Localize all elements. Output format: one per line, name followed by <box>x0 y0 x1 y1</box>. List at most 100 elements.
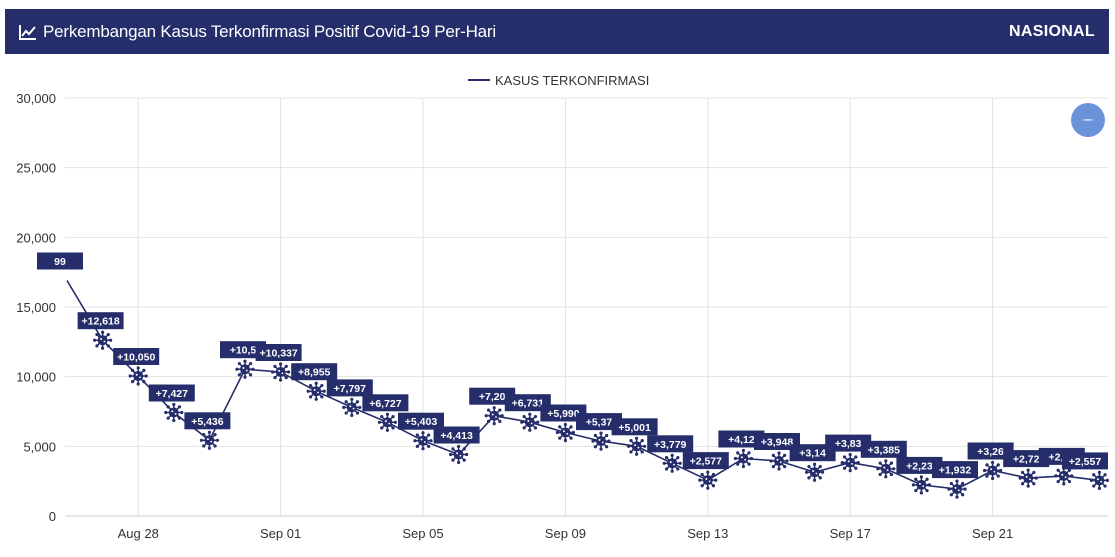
data-label-text: +6,727 <box>369 398 402 410</box>
virus-icon[interactable] <box>235 359 255 379</box>
virus-icon[interactable] <box>484 406 504 426</box>
virus-icon[interactable] <box>128 366 148 386</box>
line-chart-icon <box>19 24 36 40</box>
data-label: +7,427 <box>148 384 195 402</box>
data-label: +5,37 <box>576 413 622 431</box>
virus-icon[interactable] <box>271 362 291 382</box>
data-label-box <box>576 413 622 431</box>
y-tick-label: 30,000 <box>16 91 56 106</box>
chart-header-left: Perkembangan Kasus Terkonfirmasi Positif… <box>19 22 496 42</box>
data-label-box <box>1003 450 1050 468</box>
data-label: +6,727 <box>362 394 409 412</box>
x-axis: Aug 28 Sep 01 Sep 05 Sep 09 Sep 13 Sep 17 Sep … <box>65 515 1108 541</box>
data-label-text: +5,37 <box>586 417 613 429</box>
data-label-text: +2,72 <box>1013 454 1040 466</box>
data-label-text: +2,23 <box>906 460 933 472</box>
data-label: +3,779 <box>647 435 694 453</box>
virus-icon[interactable] <box>1089 470 1109 490</box>
virus-icon[interactable] <box>698 470 718 490</box>
data-label-box <box>433 426 480 444</box>
data-label-text: +12,618 <box>81 316 119 328</box>
data-label-text: +7,427 <box>156 388 189 400</box>
virus-icon[interactable] <box>164 402 184 423</box>
virus-icon[interactable] <box>591 431 611 451</box>
data-label: +5,403 <box>398 412 444 430</box>
data-label-box <box>932 461 978 479</box>
grid-lines <box>65 97 1108 517</box>
data-label-text: +3,26 <box>977 446 1004 458</box>
data-label-text: +2,557 <box>1069 456 1102 468</box>
data-label-text: +8,955 <box>298 367 331 379</box>
data-label: +7,797 <box>326 379 373 397</box>
data-label-box <box>220 341 266 359</box>
data-label-text: +5,990 <box>547 408 580 420</box>
data-label-box <box>469 387 516 405</box>
y-tick-label: 0 <box>49 509 56 524</box>
data-label-box <box>825 434 872 452</box>
data-label-text: +3,779 <box>654 439 687 451</box>
virus-icon[interactable] <box>805 462 825 482</box>
chart-header: Perkembangan Kasus Terkonfirmasi Positif… <box>5 9 1109 54</box>
virus-icon[interactable] <box>733 448 753 469</box>
data-label: +5,001 <box>611 418 658 436</box>
virus-icon[interactable] <box>840 453 860 473</box>
virus-icon[interactable] <box>1018 468 1038 488</box>
data-label-box <box>37 252 83 270</box>
x-tick-label: Aug 28 <box>118 526 159 541</box>
y-axis: 0 5,000 10,000 15,000 20,000 25,000 30,000 <box>16 91 56 524</box>
data-label-box <box>611 418 658 436</box>
virus-icon[interactable] <box>93 330 113 350</box>
data-label-text: +5,436 <box>191 416 224 428</box>
virus-icon[interactable] <box>662 453 682 473</box>
data-label-box <box>860 440 907 458</box>
data-label: +2,557 <box>1062 452 1108 470</box>
data-label-box <box>184 412 231 430</box>
data-label: +8,955 <box>291 363 338 381</box>
data-label-text: +4,413 <box>440 430 473 442</box>
virus-icon[interactable] <box>199 430 219 450</box>
legend[interactable]: KASUS TERKONFIRMASI <box>468 73 649 88</box>
virus-icon[interactable] <box>911 475 931 495</box>
data-label-box <box>540 404 587 422</box>
zoom-out-button[interactable]: – <box>1071 103 1105 137</box>
scope-label: NASIONAL <box>1009 22 1095 40</box>
data-label: +4,413 <box>433 426 480 444</box>
virus-icon[interactable] <box>413 431 433 451</box>
data-label-text: +7,20 <box>479 391 506 403</box>
minus-icon: – <box>1084 111 1093 128</box>
virus-icon[interactable] <box>1054 466 1074 486</box>
virus-icon[interactable] <box>377 412 397 432</box>
data-label: +7,20 <box>469 387 516 405</box>
virus-icon[interactable] <box>306 381 326 401</box>
virus-icon[interactable] <box>876 459 896 479</box>
data-label: +3,948 <box>754 433 800 450</box>
virus-icon[interactable] <box>769 451 789 471</box>
virus-icon[interactable] <box>342 397 362 417</box>
data-label-text: +3,14 <box>799 448 826 460</box>
data-label: +10,050 <box>113 348 160 365</box>
x-tick-label: Sep 09 <box>545 526 586 541</box>
virus-icon[interactable] <box>520 412 540 432</box>
data-label-text: +2,577 <box>690 456 723 468</box>
data-label-box <box>113 348 160 365</box>
data-label: +10,5 <box>220 341 266 359</box>
data-label: 99 <box>37 252 83 270</box>
virus-icon[interactable] <box>555 422 575 443</box>
data-label-text: +3,948 <box>761 437 794 449</box>
data-label-text: +6,731 <box>512 398 545 410</box>
virus-icon[interactable] <box>983 460 1003 481</box>
data-label-box <box>682 452 729 470</box>
data-label: +5,436 <box>184 412 231 430</box>
data-label: +4,12 <box>718 430 765 448</box>
x-tick-label: Sep 13 <box>687 526 728 541</box>
data-labels: 99 +12,618 +10,050 +7,427 +5,436 +10,5 +10,337… <box>37 252 1108 479</box>
data-label-text: 99 <box>54 256 66 268</box>
y-tick-label: 20,000 <box>16 230 56 245</box>
virus-icon[interactable] <box>627 436 647 456</box>
data-label-box <box>896 456 943 474</box>
virus-icon[interactable] <box>449 444 469 465</box>
data-label-text: +10,5 <box>230 345 257 357</box>
data-label-text: +4,12 <box>728 434 755 446</box>
virus-icon[interactable] <box>947 479 967 499</box>
x-tick-label: Sep 21 <box>972 526 1013 541</box>
